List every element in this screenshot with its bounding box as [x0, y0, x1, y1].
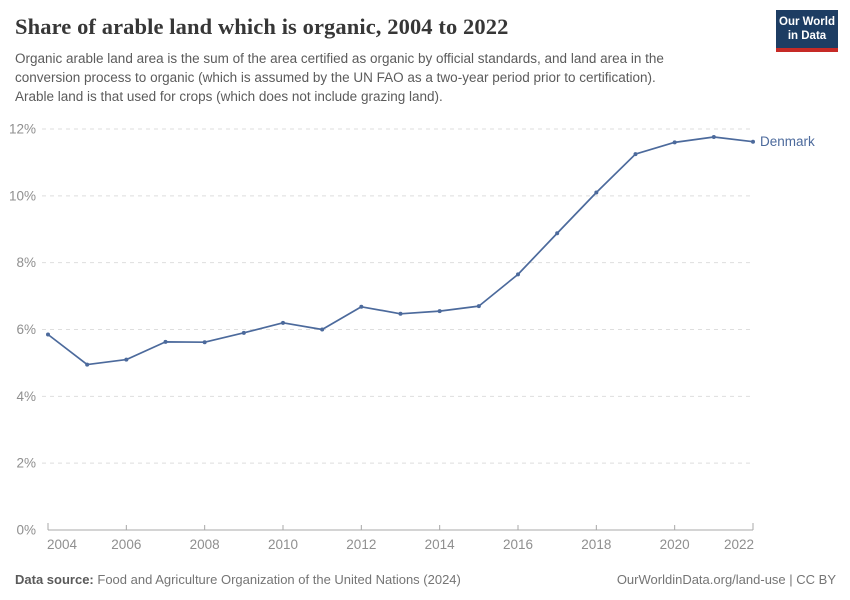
- owid-logo[interactable]: Our World in Data: [776, 10, 838, 52]
- x-tick-label: 2014: [425, 537, 456, 552]
- owid-url-link[interactable]: OurWorldinData.org/land-use: [616, 572, 786, 587]
- x-tick-label: 2006: [111, 537, 141, 552]
- data-point[interactable]: [711, 135, 716, 140]
- subtitle-line: Organic arable land area is the sum of t…: [15, 51, 664, 66]
- footer-separator: |: [785, 572, 797, 587]
- data-point[interactable]: [751, 139, 755, 144]
- y-tick-label: 4%: [16, 389, 36, 404]
- data-point[interactable]: [320, 327, 325, 332]
- chart-title: Share of arable land which is organic, 2…: [15, 14, 509, 39]
- data-point[interactable]: [85, 362, 90, 367]
- data-point[interactable]: [672, 140, 677, 145]
- x-tick-label: 2020: [660, 537, 690, 552]
- data-point[interactable]: [241, 330, 246, 335]
- data-point[interactable]: [359, 304, 364, 309]
- data-point[interactable]: [163, 339, 168, 344]
- data-point[interactable]: [516, 272, 520, 277]
- data-point[interactable]: [633, 152, 638, 157]
- x-tick-label: 2010: [268, 537, 298, 552]
- data-point[interactable]: [398, 311, 403, 316]
- y-tick-label: 0%: [16, 523, 36, 538]
- x-tick-label: 2004: [47, 537, 78, 552]
- footer-credits: OurWorldinData.org/land-use | CC BY: [617, 572, 836, 587]
- entity-label[interactable]: Denmark: [760, 134, 815, 149]
- x-tick-label: 2018: [581, 537, 611, 552]
- data-source-text: Food and Agriculture Organization of the…: [97, 572, 461, 587]
- x-tick-label: 2012: [346, 537, 376, 552]
- data-point[interactable]: [46, 332, 50, 337]
- data-point[interactable]: [202, 340, 207, 345]
- data-line-denmark[interactable]: [47, 136, 754, 366]
- y-tick-label: 10%: [9, 188, 36, 203]
- owid-logo-line2: in Data: [787, 29, 827, 42]
- subtitle-line: conversion process to organic (which is …: [15, 70, 656, 85]
- chart-subtitle: Organic arable land area is the sum of t…: [15, 49, 760, 106]
- data-point[interactable]: [594, 190, 599, 195]
- data-point[interactable]: [555, 231, 560, 236]
- data-point[interactable]: [281, 320, 285, 325]
- data-point[interactable]: [437, 309, 442, 314]
- subtitle-line: Arable land is that used for crops (whic…: [15, 89, 443, 104]
- y-tick-label: 6%: [16, 322, 36, 337]
- data-source-label: Data source:: [15, 572, 94, 587]
- license-text: CC BY: [796, 572, 836, 587]
- y-tick-label: 2%: [16, 456, 36, 471]
- y-tick-label: 8%: [16, 255, 36, 270]
- owid-logo-line1: Our World: [779, 16, 836, 28]
- data-source: Data source: Food and Agriculture Organi…: [15, 572, 461, 587]
- data-point[interactable]: [476, 304, 481, 309]
- chart-header: Share of arable land which is organic, 2…: [15, 14, 760, 106]
- data-point[interactable]: [124, 357, 129, 362]
- chart-footer: Data source: Food and Agriculture Organi…: [15, 572, 836, 587]
- x-tick-label: 2016: [503, 537, 533, 552]
- y-tick-label: 12%: [9, 122, 36, 137]
- x-tick-label: 2008: [190, 537, 220, 552]
- x-tick-label: 2022: [724, 537, 754, 552]
